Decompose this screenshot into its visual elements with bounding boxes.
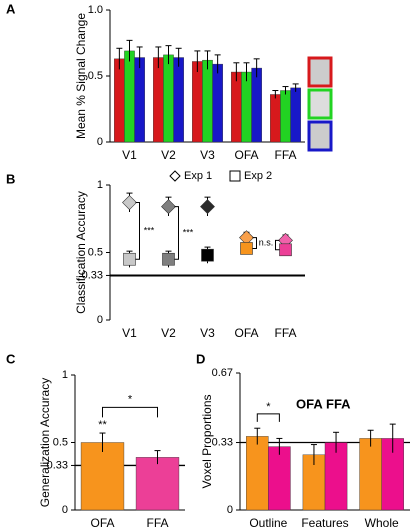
bracket <box>275 239 280 251</box>
y-tick-label: 0.33 <box>47 459 68 471</box>
point <box>122 195 137 210</box>
panel-label: D <box>196 351 205 366</box>
legend-marker <box>229 170 241 182</box>
x-tick-label: OFA <box>90 516 114 528</box>
legend-marker <box>169 170 181 182</box>
icon-blue <box>307 120 333 152</box>
y-axis-label: Classification Accuracy <box>74 191 88 314</box>
legend-label: Exp 1 <box>184 170 212 182</box>
y-tick-label: 0 <box>227 504 233 516</box>
annotation: ** <box>98 419 107 431</box>
bar <box>290 87 301 143</box>
y-tick-label: 0.33 <box>82 269 103 281</box>
x-tick-label: OFA <box>234 326 258 340</box>
bar <box>80 442 125 511</box>
bracket <box>174 206 179 260</box>
x-tick-label: Outline <box>249 516 287 528</box>
y-tick-label: 0 <box>97 136 103 148</box>
y-axis-label: Generalization Accuracy <box>38 378 52 507</box>
bar <box>231 71 242 143</box>
y-tick-label: 1 <box>62 369 68 381</box>
x-tick-label: V1 <box>122 148 137 162</box>
panel-label: A <box>6 1 16 16</box>
bracket <box>135 202 140 260</box>
y-tick-label: 0.67 <box>212 367 233 379</box>
point <box>201 248 214 262</box>
annotation: *** <box>183 227 194 237</box>
bracket <box>102 406 158 418</box>
bar <box>246 436 269 511</box>
y-axis-label: Voxel Proportions <box>200 394 214 488</box>
x-tick-label: V1 <box>122 326 137 340</box>
bar <box>192 61 203 143</box>
bar <box>359 438 382 511</box>
y-tick-label: 0.5 <box>88 70 103 82</box>
x-tick-label: FFA <box>146 516 168 528</box>
bar <box>202 59 213 143</box>
icon-red <box>307 56 333 88</box>
bar <box>173 57 184 143</box>
point <box>200 199 215 215</box>
bar <box>163 54 174 143</box>
y-tick-label: 1.0 <box>88 4 103 16</box>
point <box>279 243 292 257</box>
annotation: *** <box>144 225 155 235</box>
panel-label: C <box>6 351 16 366</box>
x-tick-label: V3 <box>200 148 215 162</box>
bar <box>241 71 252 143</box>
bar <box>153 57 164 143</box>
legend-label: Exp 2 <box>244 170 272 182</box>
x-tick-label: FFA <box>274 148 296 162</box>
legend-label: OFA <box>296 396 323 411</box>
point <box>123 252 136 266</box>
legend-label: FFA <box>326 396 351 411</box>
y-tick-label: 0.5 <box>88 246 103 258</box>
bar <box>212 63 223 143</box>
icon-green <box>307 88 333 120</box>
annotation: * <box>266 401 271 413</box>
y-axis-label: Mean % Signal Change <box>74 13 88 139</box>
bar <box>114 58 125 143</box>
bracket <box>252 237 257 249</box>
stimulus-icons <box>307 56 333 152</box>
x-tick-label: V2 <box>161 148 176 162</box>
bar <box>135 457 180 511</box>
bar <box>280 90 291 143</box>
bracket <box>256 413 280 422</box>
bar <box>134 57 145 143</box>
x-tick-label: FFA <box>274 326 296 340</box>
bar <box>124 50 135 143</box>
y-tick-label: 0 <box>97 314 103 326</box>
annotation: * <box>128 393 133 405</box>
y-tick-label: 0.5 <box>53 436 68 448</box>
x-tick-label: Features <box>301 516 348 528</box>
x-tick-label: V2 <box>161 326 176 340</box>
x-tick-label: V3 <box>200 326 215 340</box>
annotation: n.s. <box>259 237 274 247</box>
bar <box>270 94 281 143</box>
y-tick-label: 1 <box>97 179 103 191</box>
point <box>162 252 175 266</box>
point <box>161 199 176 215</box>
point <box>240 242 253 255</box>
x-tick-label: Whole <box>365 516 399 528</box>
panel-label: B <box>6 171 15 186</box>
bar <box>251 67 262 143</box>
bar <box>268 446 291 511</box>
x-tick-label: OFA <box>234 148 258 162</box>
y-tick-label: 0.33 <box>212 436 233 448</box>
y-tick-label: 0 <box>62 504 68 516</box>
